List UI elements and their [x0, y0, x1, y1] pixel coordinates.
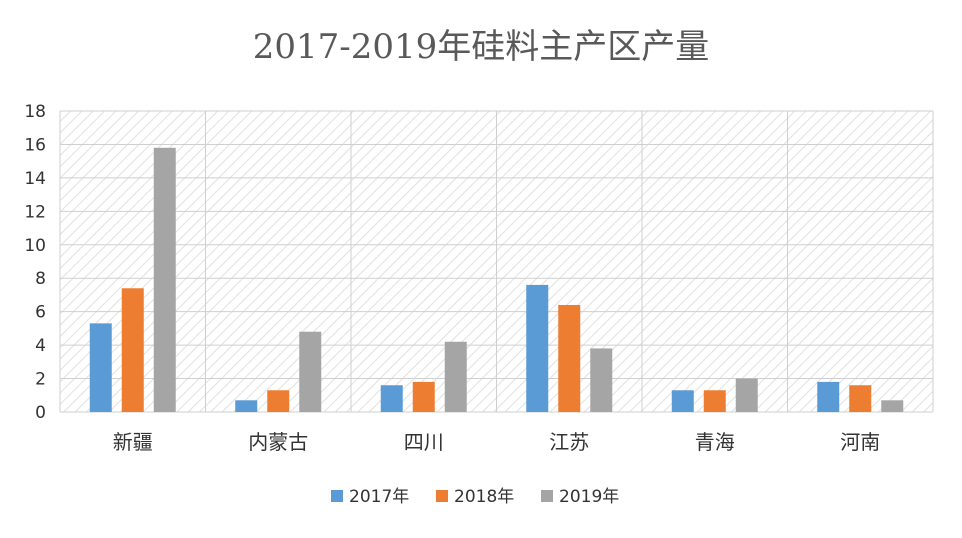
y-tick-label: 2	[35, 370, 46, 390]
bar	[671, 390, 694, 412]
bar	[849, 385, 872, 412]
y-tick-label: 10	[24, 236, 46, 256]
category-label: 新疆	[113, 430, 153, 454]
y-tick-label: 4	[35, 336, 46, 356]
bar	[121, 288, 144, 412]
legend-label: 2018年	[454, 487, 514, 507]
legend-label: 2019年	[559, 487, 619, 507]
bar	[881, 400, 904, 412]
category-label: 青海	[695, 430, 735, 454]
bar	[703, 390, 726, 412]
x-axis-category-labels: 新疆 内蒙古 四川 江苏 青海 河南	[113, 430, 881, 454]
bar	[590, 348, 613, 412]
bar	[558, 304, 581, 412]
y-tick-label: 8	[35, 269, 46, 289]
category-label: 内蒙古	[248, 430, 308, 454]
legend-label: 2017年	[349, 487, 409, 507]
category-label: 河南	[840, 430, 880, 454]
bar	[153, 147, 176, 413]
bar	[299, 331, 322, 412]
bar	[817, 381, 840, 412]
y-tick-label: 12	[24, 202, 46, 222]
bar	[444, 341, 467, 412]
y-tick-label: 0	[35, 403, 46, 423]
legend: 2017年 2018年 2019年	[331, 487, 619, 507]
category-label: 江苏	[549, 430, 589, 454]
bar	[380, 385, 403, 412]
gridlines	[59, 110, 934, 413]
y-tick-label: 14	[24, 169, 46, 189]
legend-swatch	[436, 490, 448, 502]
y-tick-label: 16	[24, 135, 46, 155]
bar	[526, 284, 549, 412]
legend-swatch	[541, 490, 553, 502]
bar	[267, 390, 290, 412]
bar	[235, 400, 258, 412]
bar	[89, 323, 112, 412]
legend-swatch	[331, 490, 343, 502]
chart-title: 2017-2019年硅料主产区产量	[253, 27, 710, 67]
y-tick-label: 18	[24, 102, 46, 122]
bar	[412, 381, 435, 412]
bar	[735, 378, 758, 412]
category-label: 四川	[404, 430, 444, 454]
y-tick-label: 6	[35, 303, 46, 323]
y-axis-tick-labels: 0 2 4 6 8 10 12 14 16 18	[24, 102, 46, 423]
bars	[89, 147, 904, 413]
